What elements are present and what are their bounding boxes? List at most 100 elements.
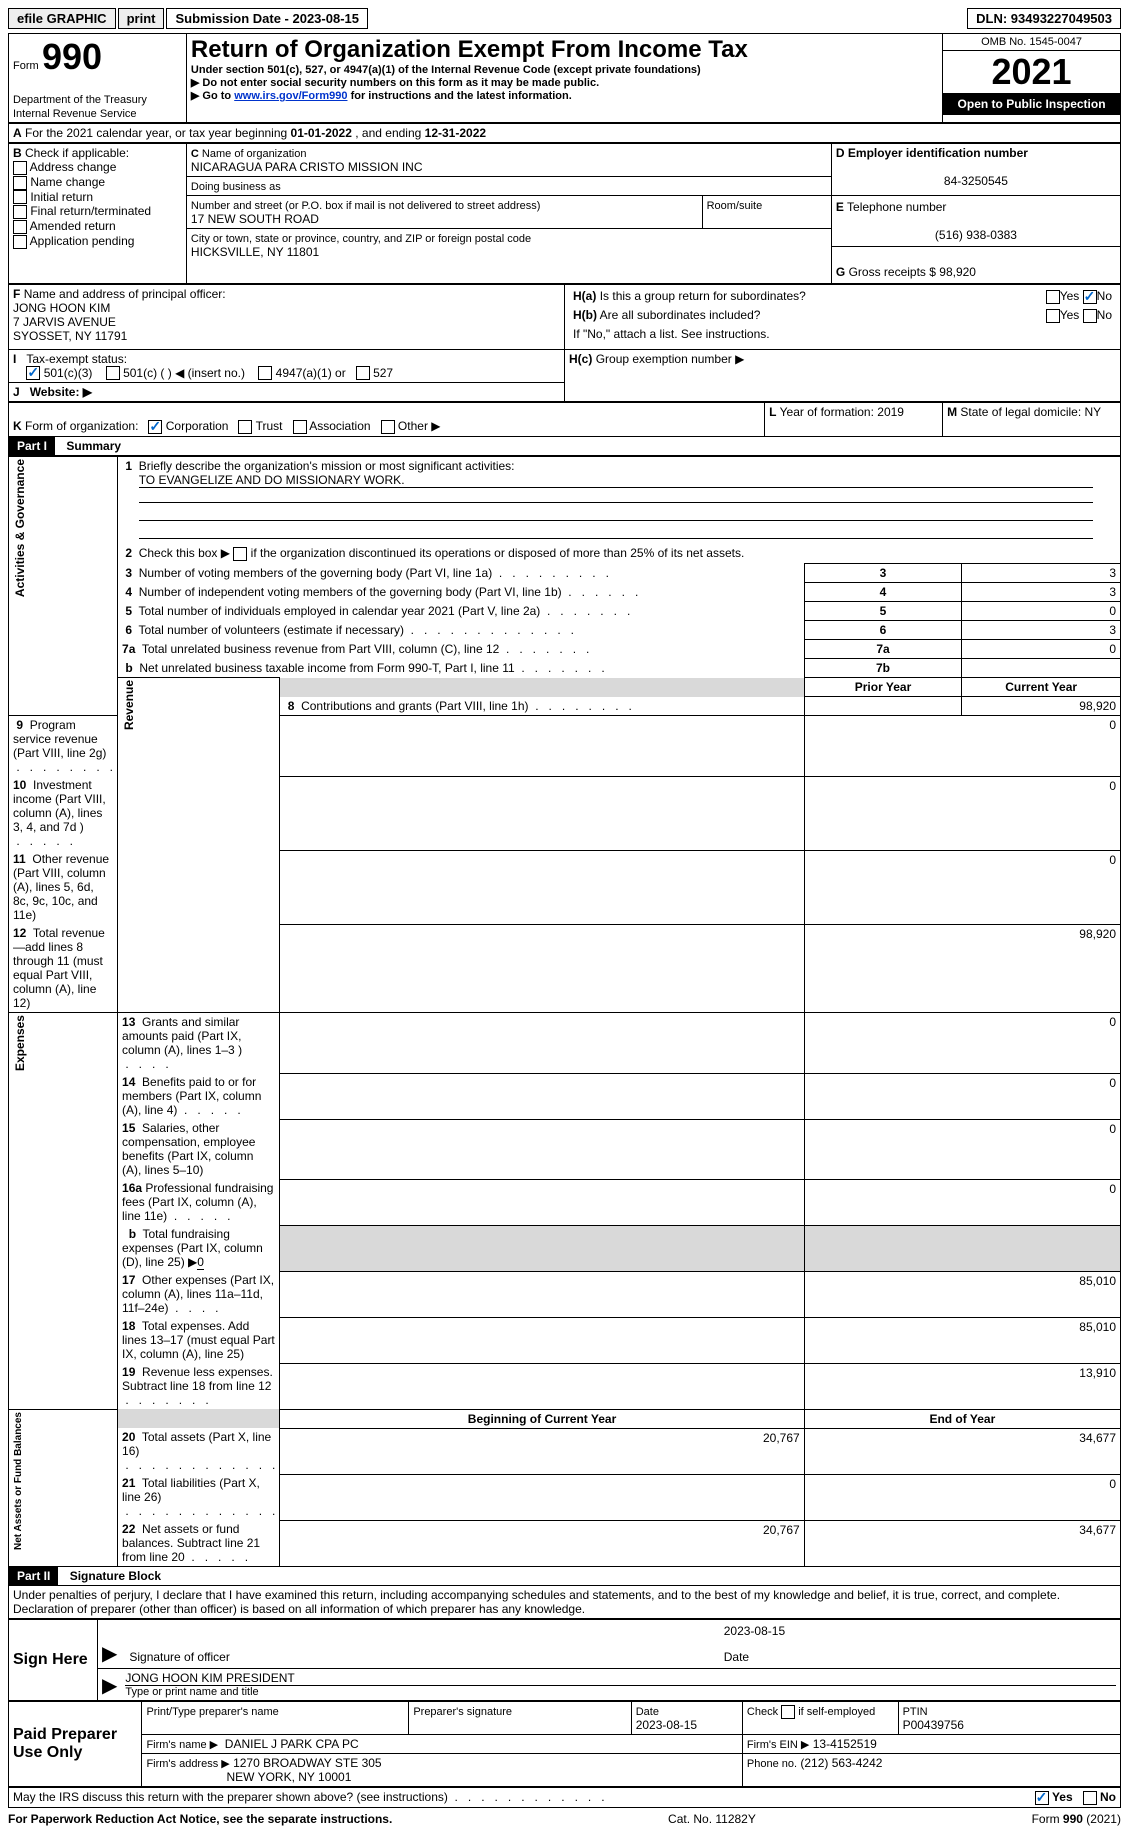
beg-year-header: Beginning of Current Year	[280, 1409, 804, 1428]
i-label: Tax-exempt status:	[26, 352, 127, 366]
line5-text: Total number of individuals employed in …	[139, 604, 541, 618]
paid-preparer-label: Paid Preparer Use Only	[13, 1726, 117, 1761]
line9-prior	[280, 716, 804, 777]
line6-text: Total number of volunteers (estimate if …	[139, 623, 404, 637]
self-employed-checkbox[interactable]	[781, 1705, 795, 1719]
line19-prior	[280, 1363, 804, 1409]
l-val: 2019	[877, 405, 904, 419]
line19-current: 13,910	[804, 1363, 1120, 1409]
may-irs-yes-checkbox[interactable]	[1035, 1791, 1049, 1805]
corp-checkbox[interactable]	[148, 420, 162, 434]
phone-label: Phone no.	[747, 1758, 797, 1770]
street-value: 17 NEW SOUTH ROAD	[191, 212, 319, 226]
assoc-checkbox[interactable]	[293, 420, 307, 434]
part-ii-name: Signature Block	[62, 1569, 161, 1583]
line6-val: 3	[962, 621, 1121, 640]
line7b-val	[962, 659, 1121, 678]
527-checkbox[interactable]	[356, 366, 370, 380]
paid-preparer-table: Paid Preparer Use Only Print/Type prepar…	[8, 1701, 1121, 1787]
street-label: Number and street (or P.O. box if mail i…	[191, 200, 541, 212]
hb-yes-checkbox[interactable]	[1046, 309, 1060, 323]
line4-text: Number of independent voting members of …	[139, 585, 562, 599]
officer-addr1: 7 JARVIS AVENUE	[13, 315, 116, 329]
i-opt-0: 501(c)(3)	[44, 366, 93, 380]
line18-text: Total expenses. Add lines 13–17 (must eq…	[122, 1319, 275, 1361]
line12-prior	[280, 924, 804, 1013]
header-info-table: B Check if applicable: Address change Na…	[8, 143, 1121, 284]
line7a-val: 0	[962, 640, 1121, 659]
sig-officer-label: Signature of officer	[125, 1648, 719, 1666]
address-change-checkbox[interactable]	[13, 161, 27, 175]
ha-yes-checkbox[interactable]	[1046, 290, 1060, 304]
opt-pending: Application pending	[30, 234, 135, 248]
final-return-checkbox[interactable]	[13, 205, 27, 219]
501c3-checkbox[interactable]	[26, 366, 40, 380]
line16a-text: Professional fundraising fees (Part IX, …	[122, 1181, 273, 1223]
other-checkbox[interactable]	[381, 420, 395, 434]
line8-current: 98,920	[962, 697, 1121, 716]
efile-graphic-button[interactable]: efile GRAPHIC	[8, 8, 116, 29]
line9-text: Program service revenue (Part VIII, line…	[13, 718, 106, 760]
line7a-num: 7a	[804, 640, 962, 659]
line8-prior	[804, 697, 962, 716]
city-value: HICKSVILLE, NY 11801	[191, 245, 319, 259]
begin-date: 01-01-2022	[291, 126, 352, 140]
prep-sig-label: Preparer's signature	[413, 1706, 512, 1718]
irs-link[interactable]: www.irs.gov/Form990	[234, 90, 347, 102]
4947-checkbox[interactable]	[258, 366, 272, 380]
ha-no-checkbox[interactable]	[1083, 290, 1097, 304]
f-label: Name and address of principal officer:	[24, 287, 226, 301]
line14-text: Benefits paid to or for members (Part IX…	[122, 1075, 261, 1117]
q2-checkbox[interactable]	[233, 547, 247, 561]
k-label: Form of organization:	[25, 419, 138, 433]
line15-text: Salaries, other compensation, employee b…	[122, 1121, 255, 1177]
m-label: State of legal domicile:	[960, 405, 1081, 419]
hb-no-checkbox[interactable]	[1083, 309, 1097, 323]
officer-addr2: SYOSSET, NY 11791	[13, 329, 127, 343]
top-bar: efile GRAPHIC print Submission Date - 20…	[8, 8, 1121, 29]
ifno-text: If "No," attach a list. See instructions…	[569, 325, 1116, 343]
line20-beg: 20,767	[280, 1428, 804, 1474]
line19-text: Revenue less expenses. Subtract line 18 …	[122, 1365, 273, 1393]
k-opt-2: Association	[309, 419, 370, 433]
trust-checkbox[interactable]	[238, 420, 252, 434]
part-i-header: Part I	[9, 437, 55, 455]
mission-blank-1	[139, 488, 1093, 503]
line21-beg	[280, 1474, 804, 1520]
amended-return-checkbox[interactable]	[13, 220, 27, 234]
line16b-prior-grey	[280, 1225, 804, 1271]
line4-val: 3	[962, 583, 1121, 602]
line14-prior	[280, 1073, 804, 1119]
line12-current: 98,920	[804, 924, 1120, 1013]
end-date: 12-31-2022	[425, 126, 486, 140]
name-change-checkbox[interactable]	[13, 176, 27, 190]
line12-text: Total revenue—add lines 8 through 11 (mu…	[13, 926, 105, 1010]
line22-end: 34,677	[804, 1520, 1120, 1567]
line11-current: 0	[804, 850, 1120, 924]
k-opt-0: Corporation	[166, 419, 229, 433]
application-pending-checkbox[interactable]	[13, 235, 27, 249]
opt-amended: Amended return	[30, 219, 116, 233]
line6-num: 6	[804, 621, 962, 640]
line17-current: 85,010	[804, 1271, 1120, 1317]
warn2-post: for instructions and the latest informat…	[351, 90, 572, 102]
may-irs-row: May the IRS discuss this return with the…	[8, 1787, 1121, 1808]
print-button[interactable]: print	[118, 8, 165, 29]
sig-date-label: Date	[720, 1648, 1116, 1666]
opt-initial: Initial return	[30, 190, 93, 204]
line16b-current-grey	[804, 1225, 1120, 1271]
warning-ssn: ▶ Do not enter social security numbers o…	[191, 76, 938, 89]
org-name: NICARAGUA PARA CRISTO MISSION INC	[191, 160, 423, 174]
firm-addr2-val: NEW YORK, NY 10001	[226, 1770, 351, 1784]
line10-current: 0	[804, 776, 1120, 850]
mission-blank-3	[139, 524, 1093, 539]
501c-checkbox[interactable]	[106, 366, 120, 380]
line7a-text: Total unrelated business revenue from Pa…	[142, 642, 500, 656]
check-self-employed: Check if self-employed	[747, 1706, 875, 1718]
may-irs-no-checkbox[interactable]	[1083, 1791, 1097, 1805]
q2-text: Check this box ▶ if the organization dis…	[139, 546, 745, 560]
na-section-label: Net Assets or Fund Balances	[13, 1412, 24, 1550]
initial-return-checkbox[interactable]	[13, 190, 27, 204]
line9-current: 0	[804, 716, 1120, 777]
part-ii-header: Part II	[9, 1567, 58, 1585]
